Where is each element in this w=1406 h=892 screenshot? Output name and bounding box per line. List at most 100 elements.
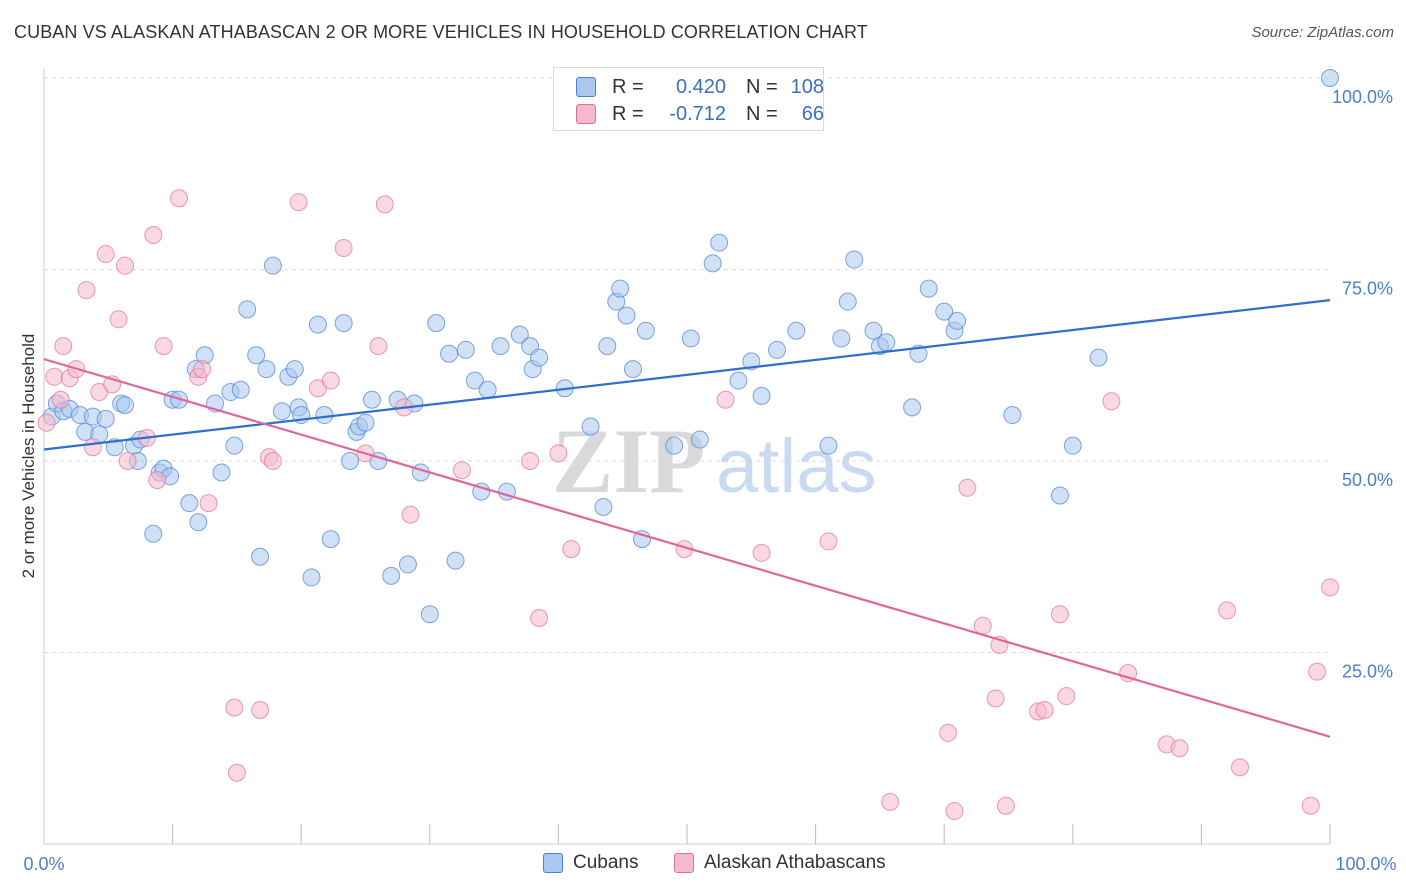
x-tick-label-min: 0.0% <box>23 854 64 874</box>
data-point <box>199 494 218 513</box>
bottom-legend-label-athabascans: Alaskan Athabascans <box>704 852 886 873</box>
data-point <box>768 340 787 359</box>
data-point <box>729 371 748 390</box>
data-point <box>1321 69 1339 87</box>
bottom-legend-cubans: Cubans <box>543 852 639 874</box>
data-point <box>919 279 938 298</box>
data-point <box>611 279 630 298</box>
chart-title: CUBAN VS ALASKAN ATHABASCAN 2 OR MORE VE… <box>14 22 868 42</box>
data-point <box>341 452 360 470</box>
x-tick-label-max: 100.0% <box>1335 854 1396 874</box>
data-point <box>427 314 446 333</box>
data-point <box>594 497 613 516</box>
data-point <box>109 310 128 329</box>
data-point <box>935 302 954 321</box>
source-label: Source: ZipAtlas.com <box>1251 24 1394 41</box>
data-point <box>1102 392 1121 411</box>
data-point <box>581 417 600 436</box>
data-point <box>598 337 617 356</box>
legend-r-value: 0.420 <box>675 75 726 98</box>
y-tick-label: 25.0% <box>1342 662 1393 682</box>
data-point <box>83 438 102 457</box>
legend-r-label: R = <box>612 102 644 125</box>
gridlines <box>44 77 1330 653</box>
data-point <box>308 315 327 334</box>
trend-lines <box>43 299 1331 738</box>
data-point <box>838 292 857 311</box>
data-point <box>903 398 922 417</box>
data-point <box>452 461 471 480</box>
data-point <box>742 352 761 371</box>
data-point <box>420 605 439 624</box>
bottom-legend-label-cubans: Cubans <box>573 852 639 873</box>
data-point <box>864 321 883 340</box>
data-point <box>51 390 70 409</box>
data-point <box>845 250 864 269</box>
data-point <box>716 390 735 409</box>
data-point <box>681 329 700 348</box>
trend-line-athabascans <box>43 358 1331 738</box>
data-point <box>231 380 250 399</box>
data-point <box>1050 605 1069 624</box>
data-point <box>116 396 135 415</box>
data-point <box>37 413 56 432</box>
data-point <box>263 452 282 470</box>
data-point <box>510 325 529 344</box>
data-point <box>356 413 375 432</box>
legend-n-label: N = <box>746 102 778 125</box>
data-point <box>710 233 729 252</box>
data-point <box>973 616 992 635</box>
y-tick-label: 100.0% <box>1332 87 1393 107</box>
y-axis-label: 2 or more Vehicles in Household <box>19 334 38 579</box>
watermark-zip: ZIP <box>552 410 705 512</box>
data-point <box>1050 486 1069 505</box>
data-point <box>1063 436 1082 455</box>
data-point <box>1003 406 1022 425</box>
legend-r-value: -0.712 <box>669 102 726 125</box>
data-point <box>819 436 838 455</box>
data-point <box>180 494 199 513</box>
data-point <box>440 344 459 363</box>
data-point <box>1321 578 1339 597</box>
data-point <box>549 444 568 463</box>
data-point <box>948 311 967 330</box>
data-point <box>401 505 420 524</box>
data-point <box>238 300 257 319</box>
data-point <box>446 551 465 570</box>
data-point <box>193 360 212 379</box>
data-point <box>665 436 684 455</box>
data-point <box>787 321 806 340</box>
data-point <box>263 256 282 275</box>
legend-r-label: R = <box>612 75 644 98</box>
data-point <box>285 360 304 379</box>
data-point <box>189 513 208 532</box>
data-point <box>996 796 1015 815</box>
data-point <box>96 409 115 428</box>
legend-n-value: 108 <box>790 75 824 98</box>
bottom-swatch-athabascans <box>674 853 694 873</box>
data-point <box>617 306 636 325</box>
data-point <box>398 555 417 574</box>
data-point <box>45 367 64 386</box>
data-point <box>321 371 340 390</box>
data-point <box>302 568 321 587</box>
data-point <box>1218 601 1237 620</box>
legend-row-athabascans: R = -0.712 N = 66 <box>576 100 824 128</box>
data-point <box>939 723 958 742</box>
data-point <box>1089 348 1108 367</box>
data-point <box>752 386 771 405</box>
watermark: ZIP atlas <box>552 410 877 512</box>
legend-swatch-cubans <box>576 77 596 97</box>
data-point <box>986 689 1005 708</box>
data-point <box>170 189 189 208</box>
legend: R = 0.420 N = 108 R = -0.712 N = 66 <box>553 67 824 131</box>
data-point <box>212 463 231 482</box>
legend-row-cubans: R = 0.420 N = 108 <box>576 73 824 101</box>
data-point <box>521 452 540 470</box>
data-point <box>819 532 838 551</box>
data-point <box>1057 687 1076 706</box>
series-athabascans <box>37 189 1339 821</box>
data-point <box>562 540 581 559</box>
data-point <box>225 698 244 717</box>
